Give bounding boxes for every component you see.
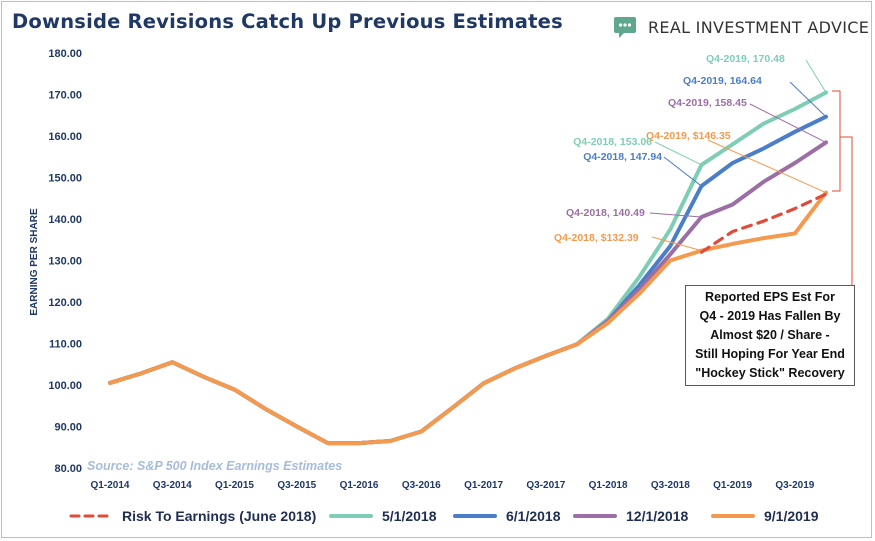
- y-tick-label: 110.00: [49, 339, 82, 351]
- note-box: Reported EPS Est For Q4 - 2019 Has Falle…: [685, 285, 855, 386]
- x-tick-label: Q1-2018: [589, 480, 628, 491]
- legend-swatch: [69, 514, 113, 518]
- annotation-label: Q4-2019, 170.48: [706, 53, 785, 65]
- annotation-leader-line: [649, 212, 702, 218]
- annotation-label: Q4-2019, 158.45: [668, 97, 747, 109]
- annotation-leader-line: [654, 141, 702, 166]
- note-text: Reported EPS Est For Q4 - 2019 Has Falle…: [695, 290, 845, 380]
- y-tick-label: 130.00: [48, 256, 82, 268]
- legend-label: 5/1/2018: [382, 508, 437, 524]
- legend-item: Risk To Earnings (June 2018): [68, 505, 316, 527]
- annotation-leader-line: [789, 81, 827, 118]
- y-axis-ticks: 80.00 90.00 100.00 110.00 120.00 130.00 140.00…: [48, 48, 82, 475]
- annotation-label: Q4-2018, 147.94: [583, 151, 662, 163]
- y-tick-label: 150.00: [48, 173, 82, 185]
- x-tick-label: Q1-2019: [713, 480, 752, 491]
- x-tick-label: Q3-2014: [153, 480, 192, 491]
- brand-name: REAL INVESTMENT ADVICE: [648, 17, 870, 37]
- series-line-risk-to-earnings-june-2018: [699, 192, 828, 254]
- annotation-leader-line: [651, 236, 702, 252]
- annotation-label: Q4-2019, 164.64: [683, 75, 762, 87]
- y-tick-label: 140.00: [48, 214, 82, 226]
- x-tick-label: Q3-2019: [775, 480, 814, 491]
- bracket-shape: [832, 90, 841, 192]
- x-tick-label: Q3-2017: [526, 480, 565, 491]
- legend-item: 6/1/2018: [452, 505, 561, 527]
- chart-title: Downside Revisions Catch Up Previous Est…: [12, 10, 563, 33]
- legend-label: 9/1/2019: [764, 508, 819, 524]
- legend-swatch: [453, 514, 497, 518]
- x-tick-label: Q1-2015: [215, 480, 254, 491]
- annotation-label: Q4-2018, $132.39: [554, 232, 639, 244]
- annotation-leader-line: [749, 103, 827, 143]
- series-lines: [108, 90, 828, 446]
- legend-label: 12/1/2018: [626, 508, 689, 524]
- x-tick-label: Q3-2015: [277, 480, 316, 491]
- x-tick-label: Q1-2016: [340, 480, 379, 491]
- legend-item: 5/1/2018: [328, 505, 437, 527]
- bracket-connector: [832, 90, 853, 285]
- y-tick-label: 80.00: [54, 463, 82, 475]
- annotation-leader-line: [707, 139, 827, 194]
- source-note: Source: S&P 500 Index Earnings Estimates: [87, 459, 343, 473]
- y-tick-label: 100.00: [48, 380, 82, 392]
- x-tick-label: Q1-2017: [464, 480, 503, 491]
- brand: REAL INVESTMENT ADVICE: [612, 14, 869, 40]
- annotation-label: Q4-2018, 153.06: [573, 136, 652, 148]
- annotation-label: Q4-2018, 140.49: [566, 207, 645, 219]
- legend-swatch: [711, 514, 755, 518]
- y-tick-label: 160.00: [48, 131, 82, 143]
- legend-swatch: [573, 514, 617, 518]
- y-axis-label: EARNING PER SHARE: [29, 208, 40, 316]
- annotation-label: Q4-2019, $146.35: [646, 130, 731, 142]
- legend-label: 6/1/2018: [506, 508, 561, 524]
- y-tick-label: 170.00: [48, 90, 82, 102]
- legend-item: 9/1/2019: [710, 505, 819, 527]
- brand-logo-icon: [612, 14, 638, 40]
- y-tick-label: 180.00: [48, 48, 82, 60]
- y-tick-label: 90.00: [54, 422, 82, 434]
- legend-label: Risk To Earnings (June 2018): [122, 508, 317, 524]
- legend-swatch: [329, 514, 373, 518]
- bracket-connector-line: [840, 136, 853, 285]
- annotation-leader-lines: [649, 59, 827, 252]
- annotations: Q4-2019, 170.48 Q4-2019, 164.64 Q4-2019, 1…: [554, 53, 785, 244]
- legend: Risk To Earnings (June 2018) 5/1/2018 6/1/…: [60, 505, 840, 527]
- annotation-leader-line: [805, 59, 827, 93]
- x-tick-label: Q3-2018: [651, 480, 690, 491]
- x-tick-label: Q1-2014: [91, 480, 130, 491]
- legend-item: 12/1/2018: [572, 505, 688, 527]
- y-tick-label: 120.00: [48, 297, 82, 309]
- x-tick-label: Q3-2016: [402, 480, 441, 491]
- x-axis-ticks: Q1-2014 Q3-2014 Q1-2015 Q3-2015 Q1-2016 Q3-20…: [91, 480, 815, 491]
- annotation-leader-line: [663, 156, 702, 187]
